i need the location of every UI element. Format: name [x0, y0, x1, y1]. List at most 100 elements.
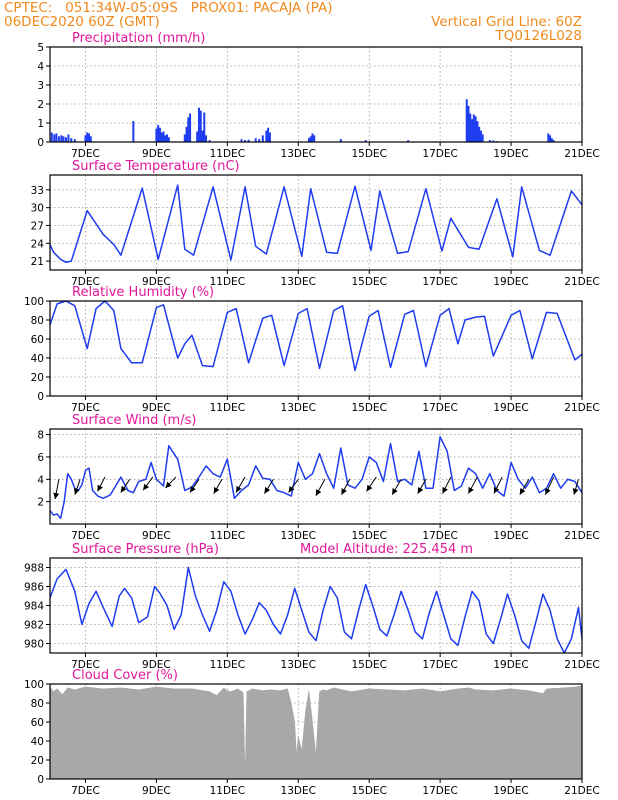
precip-bar: [208, 140, 211, 142]
header-station: CPTEC: 051:34W-05:09S PROX01: PACAJA (PA…: [4, 0, 333, 16]
precip-bar: [57, 136, 60, 142]
precip-bar: [258, 139, 261, 142]
wind-vector: [366, 476, 377, 492]
wind-vector: [235, 476, 246, 493]
wind-vector: [97, 476, 106, 492]
panel-3: Relative Humidity (%) 0 20 40 60 80 100 7DEC 9DE…: [24, 285, 600, 414]
x-tick-label: 21DEC: [564, 659, 599, 671]
x-tick-label: 7DEC: [71, 148, 100, 160]
precip-bar: [471, 119, 474, 142]
precip-bar: [244, 140, 247, 142]
panel-5: Surface Pressure (hPa) Model Altitude: 22…: [24, 542, 600, 671]
precip-bar: [53, 134, 56, 142]
precip-bar: [88, 133, 91, 142]
wind-vector: [120, 479, 131, 493]
x-tick-label: 9DEC: [142, 276, 171, 288]
x-tick-label: 17DEC: [422, 402, 457, 414]
panel-6: Cloud Cover (%) 0 20 40 60 80 100 7DEC 9DEC 11DEC…: [24, 668, 600, 797]
precip-bar: [201, 130, 204, 142]
precip-bar: [70, 138, 73, 142]
precip-bar: [187, 117, 190, 142]
y-tick-label: 33: [31, 185, 44, 197]
precip-bar: [55, 133, 58, 142]
panel-title: Precipitation (mm/h): [72, 31, 205, 46]
y-tick-label: 988: [24, 563, 44, 575]
x-tick-label: 7DEC: [71, 785, 100, 797]
wind-vector: [264, 479, 274, 494]
panel-annotation: Model Altitude: 225.454 m: [300, 542, 473, 557]
x-tick-label: 11DEC: [210, 148, 245, 160]
x-tick-label: 13DEC: [281, 402, 316, 414]
precip-bar: [164, 135, 167, 142]
y-tick-label: 21: [31, 256, 44, 268]
panel-title: Surface Wind (m/s): [72, 413, 196, 428]
header-run-date: 06DEC2020 60Z (GMT): [4, 14, 160, 30]
wind-vector: [165, 476, 177, 489]
y-tick-label: 980: [24, 639, 44, 651]
x-tick-label: 19DEC: [493, 785, 528, 797]
precip-bar: [407, 140, 410, 142]
precip-bar: [189, 113, 192, 142]
y-tick-label: 40: [31, 736, 44, 748]
y-tick-label: 100: [24, 679, 44, 691]
x-tick-label: 21DEC: [564, 785, 599, 797]
series-line: [49, 184, 583, 264]
precip-bar: [86, 132, 89, 142]
y-tick-label: 4: [37, 474, 44, 486]
panel-2: Surface Temperature (nC) 21 24 27 30 33 7DEC 9D…: [31, 159, 600, 288]
x-tick-label: 11DEC: [210, 530, 245, 542]
x-tick-label: 7DEC: [71, 530, 100, 542]
y-tick-label: 100: [24, 296, 44, 308]
precip-bar: [199, 110, 202, 142]
precip-bar: [309, 136, 312, 142]
precip-bar: [267, 127, 270, 142]
x-tick-label: 9DEC: [142, 785, 171, 797]
x-tick-label: 15DEC: [351, 530, 386, 542]
precip-bar: [84, 135, 87, 142]
precip-bar: [196, 131, 199, 142]
series-line: [49, 436, 583, 520]
x-tick-label: 11DEC: [210, 276, 245, 288]
panel-4: Surface Wind (m/s) 2 4 6 8 7DEC 9DEC 11DEC 13DEC…: [37, 413, 599, 542]
x-tick-label: 21DEC: [564, 276, 599, 288]
x-tick-label: 11DEC: [210, 659, 245, 671]
x-tick-label: 11DEC: [210, 402, 245, 414]
panel-title: Relative Humidity (%): [72, 285, 214, 300]
precip-bar: [185, 126, 188, 142]
x-tick-label: 19DEC: [493, 659, 528, 671]
y-tick-label: 20: [31, 755, 44, 767]
precip-bar: [50, 132, 53, 142]
precip-bar: [476, 121, 479, 142]
y-tick-label: 982: [24, 620, 44, 632]
y-tick-label: 2: [37, 99, 44, 111]
y-tick-label: 0: [37, 774, 44, 786]
y-tick-label: 24: [31, 238, 45, 250]
precip-bar: [64, 137, 67, 142]
precip-bar: [547, 133, 550, 142]
y-tick-label: 5: [37, 42, 44, 54]
x-tick-label: 7DEC: [71, 276, 100, 288]
precip-bar: [254, 138, 257, 142]
wind-vector: [519, 479, 530, 495]
wind-vector: [442, 476, 452, 494]
y-tick-label: 40: [31, 353, 44, 365]
precip-bar: [550, 138, 553, 142]
wind-vector: [572, 479, 579, 495]
x-tick-label: 13DEC: [281, 659, 316, 671]
panel-frame: [49, 300, 583, 397]
x-tick-label: 13DEC: [281, 148, 316, 160]
x-tick-label: 15DEC: [351, 276, 386, 288]
x-tick-label: 13DEC: [281, 276, 316, 288]
precip-bar: [465, 99, 468, 142]
y-tick-label: 1: [37, 118, 44, 130]
x-tick-label: 21DEC: [564, 530, 599, 542]
x-tick-label: 17DEC: [422, 530, 457, 542]
x-tick-label: 15DEC: [351, 659, 386, 671]
x-tick-label: 21DEC: [564, 148, 599, 160]
precip-bar: [478, 126, 481, 142]
precip-bar: [203, 112, 206, 142]
panel-frame: [49, 683, 583, 780]
precip-bar: [265, 130, 268, 142]
precip-bar: [132, 121, 135, 142]
x-tick-label: 9DEC: [142, 402, 171, 414]
